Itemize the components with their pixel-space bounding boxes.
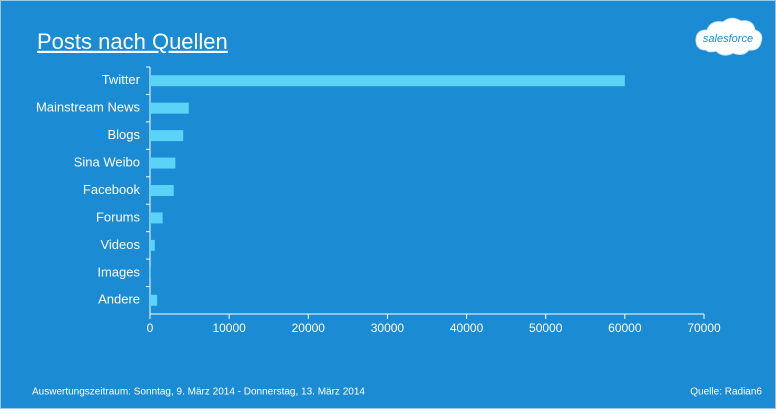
- x-tick-label: 30000: [371, 321, 405, 335]
- y-tick-label: Videos: [100, 237, 140, 252]
- bar: [150, 157, 176, 169]
- chart-title: Posts nach Quellen: [37, 29, 228, 54]
- x-tick-label: 10000: [212, 321, 246, 335]
- bar: [150, 102, 189, 114]
- footer-period: Auswertungszeitraum: Sonntag, 9. März 20…: [32, 387, 365, 398]
- bar: [150, 239, 155, 251]
- y-tick-label: Facebook: [83, 182, 141, 197]
- y-tick-label: Blogs: [107, 127, 140, 142]
- logo: salesforce: [695, 17, 763, 56]
- x-tick-label: 70000: [687, 321, 721, 335]
- y-tick-label: Twitter: [102, 72, 141, 87]
- y-tick-label: Forums: [96, 209, 141, 224]
- bar: [150, 267, 151, 279]
- x-tick-label: 50000: [529, 321, 563, 335]
- x-tick-label: 60000: [608, 321, 642, 335]
- y-tick-label: Images: [97, 264, 140, 279]
- footer-source: Quelle: Radian6: [690, 387, 762, 398]
- bar: [150, 130, 184, 142]
- bar: [150, 185, 174, 196]
- bar: [150, 212, 163, 224]
- x-tick-label: 20000: [292, 321, 326, 335]
- y-tick-label: Mainstream News: [36, 100, 141, 115]
- bar: [150, 75, 625, 87]
- x-tick-label: 40000: [450, 321, 484, 335]
- y-tick-label: Sina Weibo: [74, 154, 140, 169]
- bar: [150, 294, 158, 306]
- x-tick-label: 0: [147, 321, 154, 335]
- logo-text: salesforce: [703, 33, 753, 45]
- y-tick-label: Andere: [98, 292, 140, 307]
